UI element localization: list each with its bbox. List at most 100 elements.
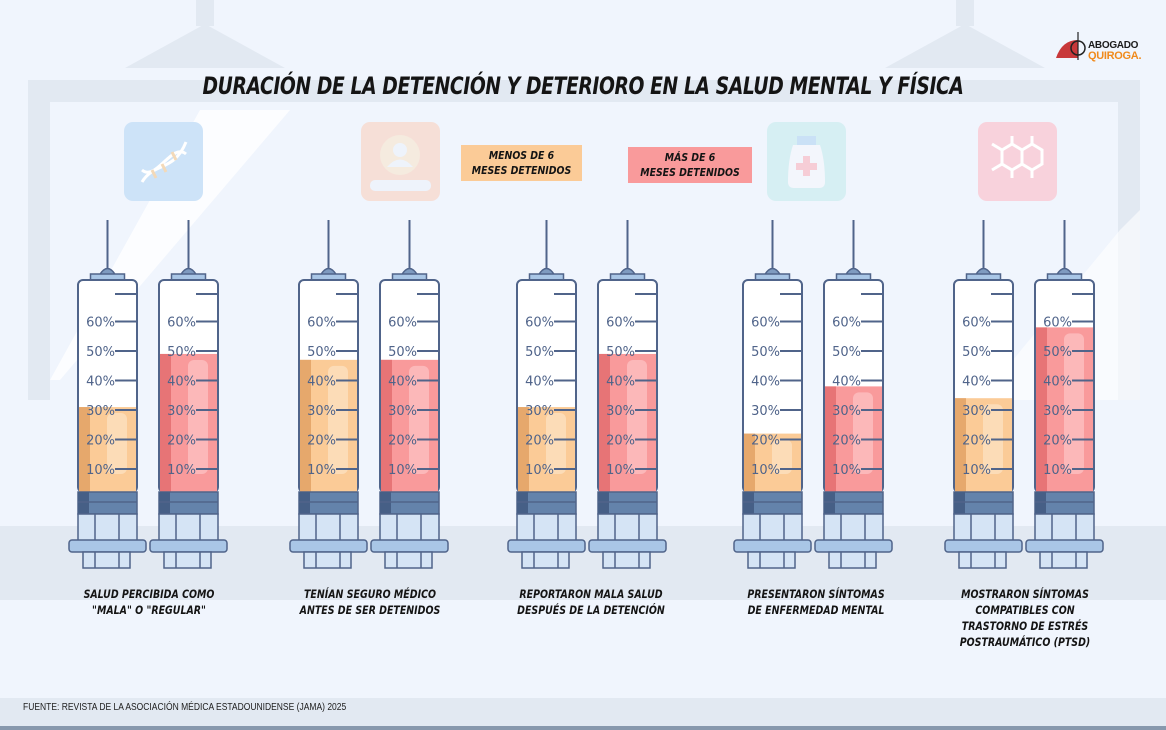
syringe-flange [370, 539, 449, 553]
logo-line-1: ABOGADO [1088, 40, 1139, 51]
syringe-flange [944, 539, 1023, 553]
tick-label: 10% [1043, 463, 1072, 478]
tick-label: 40% [751, 375, 780, 390]
category-label: REPORTARON MALA SALUD DESPUÉS DE LA DETE… [517, 587, 665, 617]
tick-label: 50% [307, 345, 336, 360]
plunger-seal-shade [380, 492, 391, 514]
medicine-bottle-icon [767, 122, 846, 201]
liquid-shade [79, 407, 90, 492]
tick-label: 40% [307, 375, 336, 390]
syringe-flange [289, 539, 368, 553]
tick-label: 50% [832, 345, 861, 360]
tick-label: 10% [832, 463, 861, 478]
liquid-shade [381, 359, 392, 492]
liquid-shade [160, 353, 171, 492]
plunger-seal-shade [517, 492, 528, 514]
molecule-icon [978, 122, 1057, 201]
tick-label: 30% [606, 404, 635, 419]
tick-label: 60% [606, 316, 635, 331]
syringe-flange [588, 539, 667, 553]
syringe-lower-barrel [597, 513, 658, 543]
tick-label: 20% [606, 434, 635, 449]
syringe-flange [1025, 539, 1104, 553]
liquid-shade [599, 353, 610, 492]
tick-label: 60% [751, 316, 780, 331]
plunger-seal-shade [299, 492, 310, 514]
tick-label: 50% [1043, 345, 1072, 360]
liquid-highlight [772, 439, 792, 474]
tick-label: 20% [832, 434, 861, 449]
tick-label: 60% [86, 316, 115, 331]
legend-item-more-6-months: MÁS DE 6 MESES DETENIDOS [628, 147, 752, 183]
logo-line-2: QUIROGA. [1088, 50, 1142, 62]
tick-label: 20% [86, 434, 115, 449]
tick-label: 60% [167, 316, 196, 331]
liquid-highlight [627, 359, 647, 474]
tick-label: 40% [606, 375, 635, 390]
syringe-flange [814, 539, 893, 553]
tick-label: 30% [832, 404, 861, 419]
plunger-seal-shade [743, 492, 754, 514]
syringe-flange [507, 539, 586, 553]
tick-label: 50% [167, 345, 196, 360]
chart-title: DURACIÓN DE LA DETENCIÓN Y DETERIORO EN … [202, 72, 964, 100]
legend-label: MESES DETENIDOS [471, 164, 572, 177]
tick-label: 60% [525, 316, 554, 331]
tick-label: 40% [167, 375, 196, 390]
tick-label: 50% [962, 345, 991, 360]
plunger-end [521, 551, 570, 569]
tick-label: 20% [962, 434, 991, 449]
tick-label: 30% [1043, 404, 1072, 419]
syringe-lower-barrel [953, 513, 1014, 543]
tick-label: 60% [307, 316, 336, 331]
plunger-end [828, 551, 877, 569]
tick-label: 20% [1043, 434, 1072, 449]
category-label: SALUD PERCIBIDA COMO "MALA" O "REGULAR" [83, 587, 215, 617]
liquid-highlight [409, 365, 429, 474]
tick-label: 50% [525, 345, 554, 360]
tick-label: 40% [1043, 375, 1072, 390]
tick-label: 10% [86, 463, 115, 478]
plunger-seal-shade [78, 492, 89, 514]
tick-label: 30% [751, 404, 780, 419]
plunger-seal-shade [1035, 492, 1046, 514]
tick-label: 10% [606, 463, 635, 478]
tick-label: 50% [606, 345, 635, 360]
tick-label: 10% [962, 463, 991, 478]
tick-label: 30% [307, 404, 336, 419]
tick-label: 30% [167, 404, 196, 419]
syringe-lower-barrel [77, 513, 138, 543]
plunger-end [958, 551, 1007, 569]
liquid-highlight [328, 365, 348, 474]
tick-label: 40% [388, 375, 417, 390]
dna-icon [124, 122, 203, 201]
tick-label: 10% [307, 463, 336, 478]
liquid-shade [744, 433, 755, 492]
liquid-highlight [853, 392, 873, 474]
category-label: PRESENTARON SÍNTOMAS DE ENFERMEDAD MENTA… [747, 587, 885, 617]
plunger-seal-shade [954, 492, 965, 514]
category-label: TENÍAN SEGURO MÉDICO ANTES DE SER DETENI… [299, 587, 441, 617]
syringe-lower-barrel [158, 513, 219, 543]
tick-label: 40% [525, 375, 554, 390]
plunger-end [602, 551, 651, 569]
syringe-lower-barrel [823, 513, 884, 543]
liquid-shade [518, 407, 529, 492]
plunger-end [82, 551, 131, 569]
id-card-icon [361, 122, 440, 201]
tick-label: 10% [751, 463, 780, 478]
category-label: MOSTRARON SÍNTOMAS COMPATIBLES CON TRAST… [959, 587, 1091, 649]
liquid-highlight [188, 359, 208, 474]
liquid-highlight [546, 413, 566, 474]
tick-label: 20% [751, 434, 780, 449]
liquid-shade [825, 386, 836, 492]
tick-label: 20% [167, 434, 196, 449]
plunger-end [163, 551, 212, 569]
bottom-border [0, 726, 1166, 730]
tick-label: 30% [388, 404, 417, 419]
syringe-flange [68, 539, 147, 553]
tick-label: 30% [962, 404, 991, 419]
tick-label: 10% [525, 463, 554, 478]
tick-label: 60% [832, 316, 861, 331]
tick-label: 30% [525, 404, 554, 419]
